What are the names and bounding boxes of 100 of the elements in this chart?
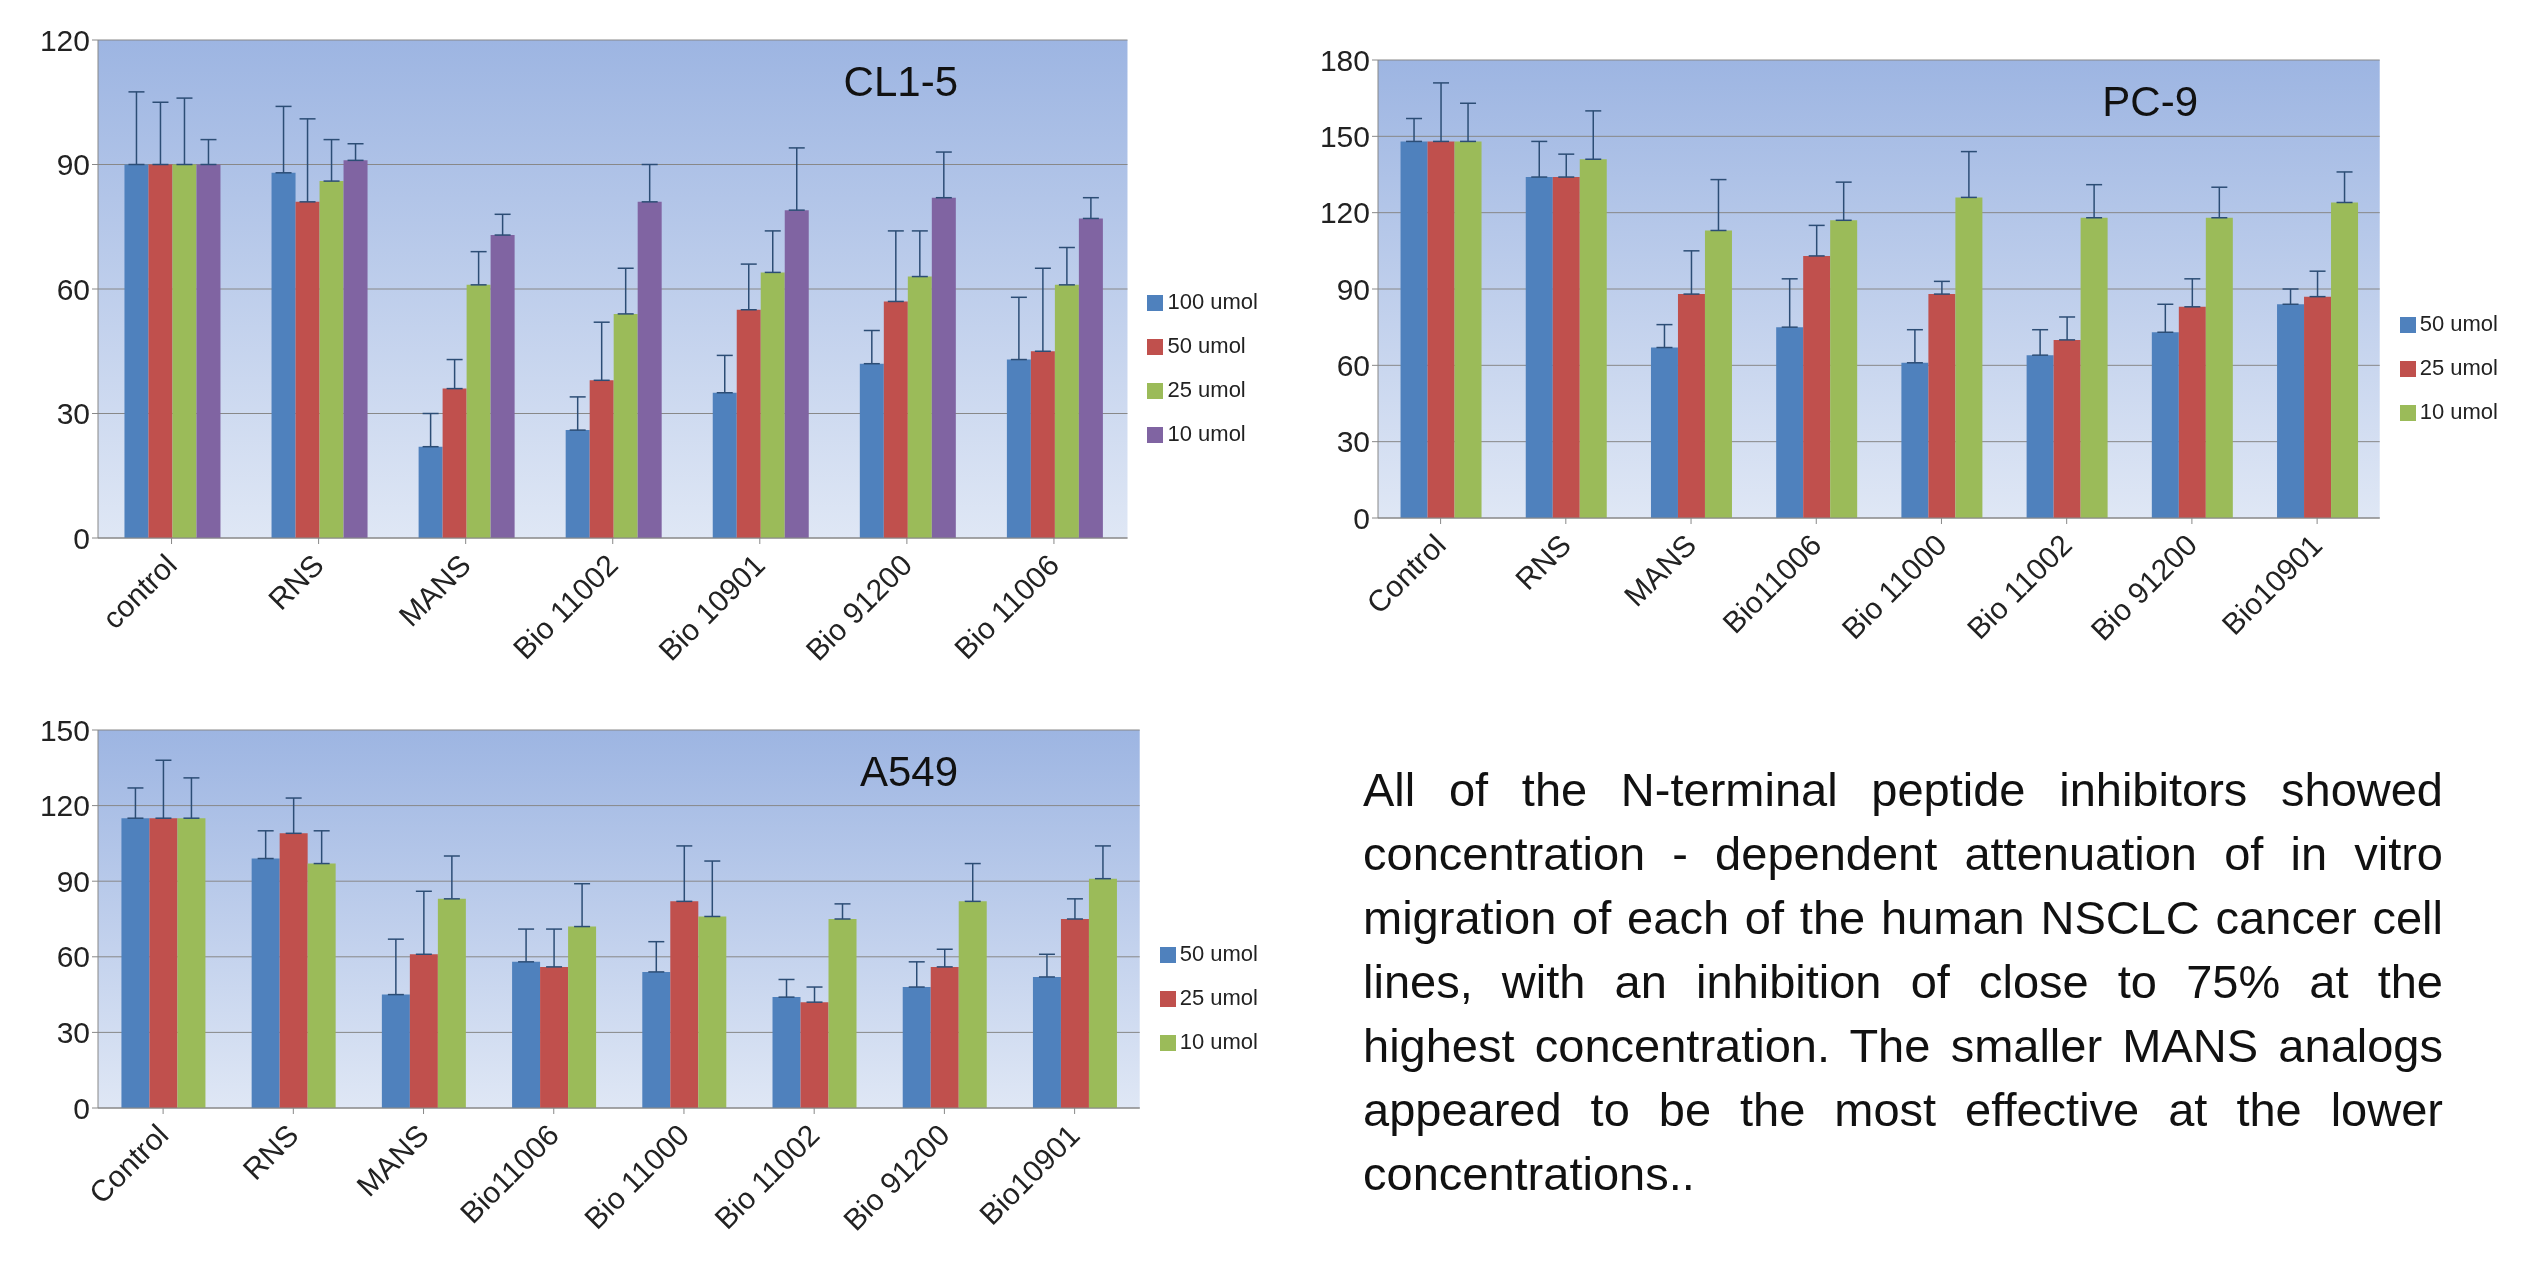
legend-label: 100 umol bbox=[1167, 289, 1258, 314]
bar bbox=[1704, 230, 1732, 518]
y-tick-label: 90 bbox=[56, 864, 90, 898]
bar bbox=[902, 987, 931, 1108]
bar bbox=[1427, 141, 1455, 518]
bar bbox=[271, 172, 296, 538]
bar bbox=[883, 301, 908, 538]
y-tick-label: 180 bbox=[1319, 43, 1370, 77]
bar bbox=[381, 994, 410, 1108]
y-tick-label: 60 bbox=[1336, 348, 1370, 382]
chart-title: PC-9 bbox=[2102, 78, 2198, 126]
bar bbox=[418, 446, 443, 538]
bar bbox=[930, 966, 959, 1108]
bar bbox=[907, 276, 932, 538]
bar bbox=[490, 235, 515, 538]
bar bbox=[637, 201, 662, 538]
bar bbox=[1525, 177, 1553, 518]
bar bbox=[1060, 919, 1089, 1108]
bar bbox=[1776, 327, 1804, 518]
legend-label: 10 umol bbox=[1167, 421, 1246, 446]
bar bbox=[124, 164, 149, 538]
bar bbox=[2026, 355, 2054, 518]
chart-title: CL1-5 bbox=[843, 58, 958, 106]
bar bbox=[589, 380, 614, 538]
y-tick-label: 150 bbox=[1319, 119, 1370, 153]
bar bbox=[2304, 296, 2332, 518]
legend-label: 25 umol bbox=[1179, 985, 1258, 1010]
bar bbox=[343, 160, 368, 538]
bar bbox=[2331, 202, 2359, 518]
bar bbox=[319, 181, 344, 538]
bar bbox=[736, 309, 761, 538]
y-tick-label: 90 bbox=[1336, 272, 1370, 306]
bar bbox=[2151, 332, 2179, 518]
legend-label: 25 umol bbox=[1167, 377, 1246, 402]
bar bbox=[1677, 294, 1705, 518]
y-tick-label: 120 bbox=[39, 23, 90, 57]
text: All of the N-terminal peptide inhibitors showed concentration - dependent attenuation of in vitro migration of each of the human NSCLC cancer cell lines, with an inhibition of close to 75% at the highest concentration. The smaller MANS analogs appeared to be the most effective at the lower concentrations.. bbox=[1363, 762, 2443, 1202]
bar bbox=[1088, 878, 1117, 1108]
bar bbox=[698, 916, 727, 1108]
y-tick-label: 150 bbox=[39, 713, 90, 747]
y-tick-label: 0 bbox=[73, 521, 90, 555]
bar bbox=[828, 919, 857, 1108]
y-tick-label: 60 bbox=[56, 272, 90, 306]
bar bbox=[2205, 217, 2233, 518]
bar bbox=[251, 858, 280, 1108]
bar bbox=[1830, 220, 1858, 518]
y-tick-label: 90 bbox=[56, 148, 90, 182]
y-tick-label: 120 bbox=[39, 789, 90, 823]
bar bbox=[670, 901, 699, 1108]
bar bbox=[784, 210, 809, 538]
bar bbox=[859, 363, 884, 538]
bar bbox=[307, 863, 336, 1108]
y-tick-label: 30 bbox=[56, 397, 90, 431]
bar bbox=[2053, 339, 2081, 518]
y-tick-label: 30 bbox=[1336, 425, 1370, 459]
bar bbox=[2080, 217, 2108, 518]
bar bbox=[512, 961, 541, 1108]
bar bbox=[1032, 976, 1061, 1108]
bar bbox=[642, 971, 671, 1108]
bar bbox=[1054, 284, 1079, 538]
bar bbox=[613, 313, 638, 538]
y-tick-label: 60 bbox=[56, 940, 90, 974]
bar bbox=[565, 430, 590, 538]
bar bbox=[1030, 351, 1055, 538]
bar bbox=[568, 926, 597, 1108]
bar bbox=[1650, 347, 1678, 518]
legend-label: 50 umol bbox=[2419, 311, 2498, 336]
bar bbox=[540, 966, 569, 1108]
bar bbox=[760, 272, 785, 538]
bar bbox=[1928, 294, 1956, 518]
bar bbox=[1552, 177, 1580, 518]
legend-label: 50 umol bbox=[1179, 941, 1258, 966]
bar bbox=[1579, 159, 1607, 518]
bar bbox=[2178, 306, 2206, 518]
legend-label: 10 umol bbox=[1179, 1029, 1258, 1054]
bar bbox=[1006, 359, 1031, 538]
bar bbox=[149, 818, 178, 1108]
bar bbox=[1400, 141, 1428, 518]
y-tick-label: 30 bbox=[56, 1016, 90, 1050]
bar bbox=[1803, 255, 1831, 518]
chart-title: A549 bbox=[859, 748, 958, 796]
legend-label: 10 umol bbox=[2419, 399, 2498, 424]
y-tick-label: 0 bbox=[1353, 501, 1370, 535]
bar bbox=[121, 818, 150, 1108]
bar bbox=[148, 164, 173, 538]
bar bbox=[409, 954, 438, 1108]
y-tick-label: 120 bbox=[1319, 196, 1370, 230]
bar bbox=[1901, 362, 1929, 518]
bar bbox=[196, 164, 221, 538]
bar bbox=[958, 901, 987, 1108]
bar bbox=[2277, 304, 2305, 518]
legend-label: 50 umol bbox=[1167, 333, 1246, 358]
bar bbox=[1078, 218, 1103, 538]
bar bbox=[772, 997, 801, 1108]
bar bbox=[437, 898, 466, 1108]
bar bbox=[1454, 141, 1482, 518]
bar bbox=[712, 392, 737, 538]
bar bbox=[172, 164, 197, 538]
bar bbox=[177, 818, 206, 1108]
legend-label: 25 umol bbox=[2419, 355, 2498, 380]
